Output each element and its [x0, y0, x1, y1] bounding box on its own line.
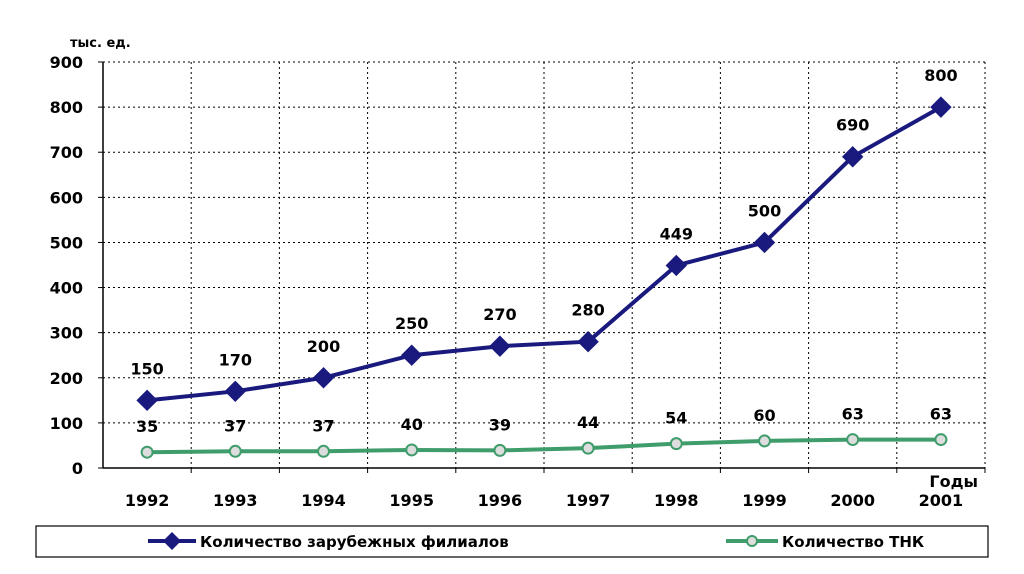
y-tick-label: 600: [50, 188, 83, 207]
data-label: 35: [136, 417, 158, 436]
data-point-circle: [228, 444, 242, 458]
data-point-diamond: [841, 146, 864, 168]
data-label: 37: [224, 416, 246, 435]
data-label: 280: [571, 301, 604, 320]
y-tick-label: 400: [50, 279, 83, 298]
data-point-circle: [317, 444, 330, 458]
x-tick-label: 1999: [742, 491, 787, 510]
y-tick-label: 900: [50, 53, 83, 72]
x-tick-label: 1993: [213, 491, 258, 510]
data-label: 250: [395, 314, 428, 333]
x-tick-label: 1998: [654, 491, 699, 510]
data-point-diamond: [136, 389, 158, 412]
series-line: [147, 437, 941, 455]
series: [136, 96, 952, 459]
data-point-circle: [934, 433, 948, 447]
data-label: 200: [307, 337, 340, 356]
y-tick-labels: 0 100 200 300 400 500 600 700 800 900: [50, 53, 103, 478]
data-point-circle: [669, 437, 683, 451]
data-point-diamond: [312, 367, 335, 389]
x-tick-label: 1995: [389, 491, 434, 510]
data-label: 37: [312, 416, 334, 435]
data-point-circle: [758, 434, 771, 448]
legend-label: Количество зарубежных филиалов: [200, 533, 509, 551]
y-tick-label: 100: [50, 414, 83, 433]
data-label: 800: [924, 66, 957, 85]
data-label: 63: [930, 405, 952, 424]
y-tick-label: 500: [50, 233, 83, 252]
x-tick-label: 2001: [919, 491, 964, 510]
data-point-circle: [493, 443, 507, 457]
y-tick-label: 800: [50, 98, 83, 117]
data-point-diamond: [665, 254, 688, 277]
data-label: 44: [577, 413, 599, 432]
data-label: 39: [489, 415, 511, 434]
data-point-diamond: [400, 344, 423, 366]
data-point-diamond: [224, 380, 247, 403]
data-point-diamond: [489, 335, 511, 357]
data-label: 150: [130, 359, 163, 378]
data-label: 690: [836, 116, 869, 135]
data-label: 170: [219, 350, 252, 369]
data-point-diamond: [930, 96, 952, 118]
y-tick-label: 0: [72, 459, 83, 478]
x-axis-title: Годы: [929, 472, 978, 491]
data-point-circle: [140, 445, 154, 459]
data-label: 40: [401, 415, 423, 434]
series-line: [146, 105, 942, 403]
data-point-diamond: [753, 231, 776, 254]
y-tick-label: 300: [50, 324, 83, 343]
data-label: 500: [748, 201, 781, 220]
x-tick-label: 1994: [301, 491, 346, 510]
data-label: 54: [665, 409, 687, 428]
data-labels: 150 170 200 250 270 280 449 500 690 800 35 37 37 40 39…: [130, 66, 957, 436]
data-point-circle: [846, 433, 860, 447]
data-label: 449: [660, 224, 693, 243]
legend-marker-circle: [746, 535, 758, 547]
grid-lines: [103, 61, 986, 468]
legend-marker-diamond: [163, 532, 181, 550]
data-label: 60: [753, 406, 775, 425]
data-point-circle: [581, 441, 595, 455]
x-tick-label: 1996: [478, 491, 523, 510]
data-label: 270: [483, 305, 516, 324]
y-axis-title: тыс. ед.: [70, 36, 131, 51]
x-tick-label: 1992: [125, 491, 170, 510]
x-tick-labels: 1992 1993 1994 1995 1996 1997 1998 1999 2000 2001: [125, 468, 986, 510]
legend: Количество зарубежных филиалов Количеств…: [35, 525, 989, 558]
y-tick-label: 700: [50, 143, 83, 162]
data-point-circle: [405, 443, 419, 457]
data-label: 63: [842, 405, 864, 424]
data-point-diamond: [577, 330, 599, 353]
x-tick-label: 1997: [566, 491, 611, 510]
legend-label: Количество ТНК: [782, 533, 925, 551]
y-tick-label: 200: [50, 369, 83, 388]
x-tick-label: 2000: [830, 491, 875, 510]
